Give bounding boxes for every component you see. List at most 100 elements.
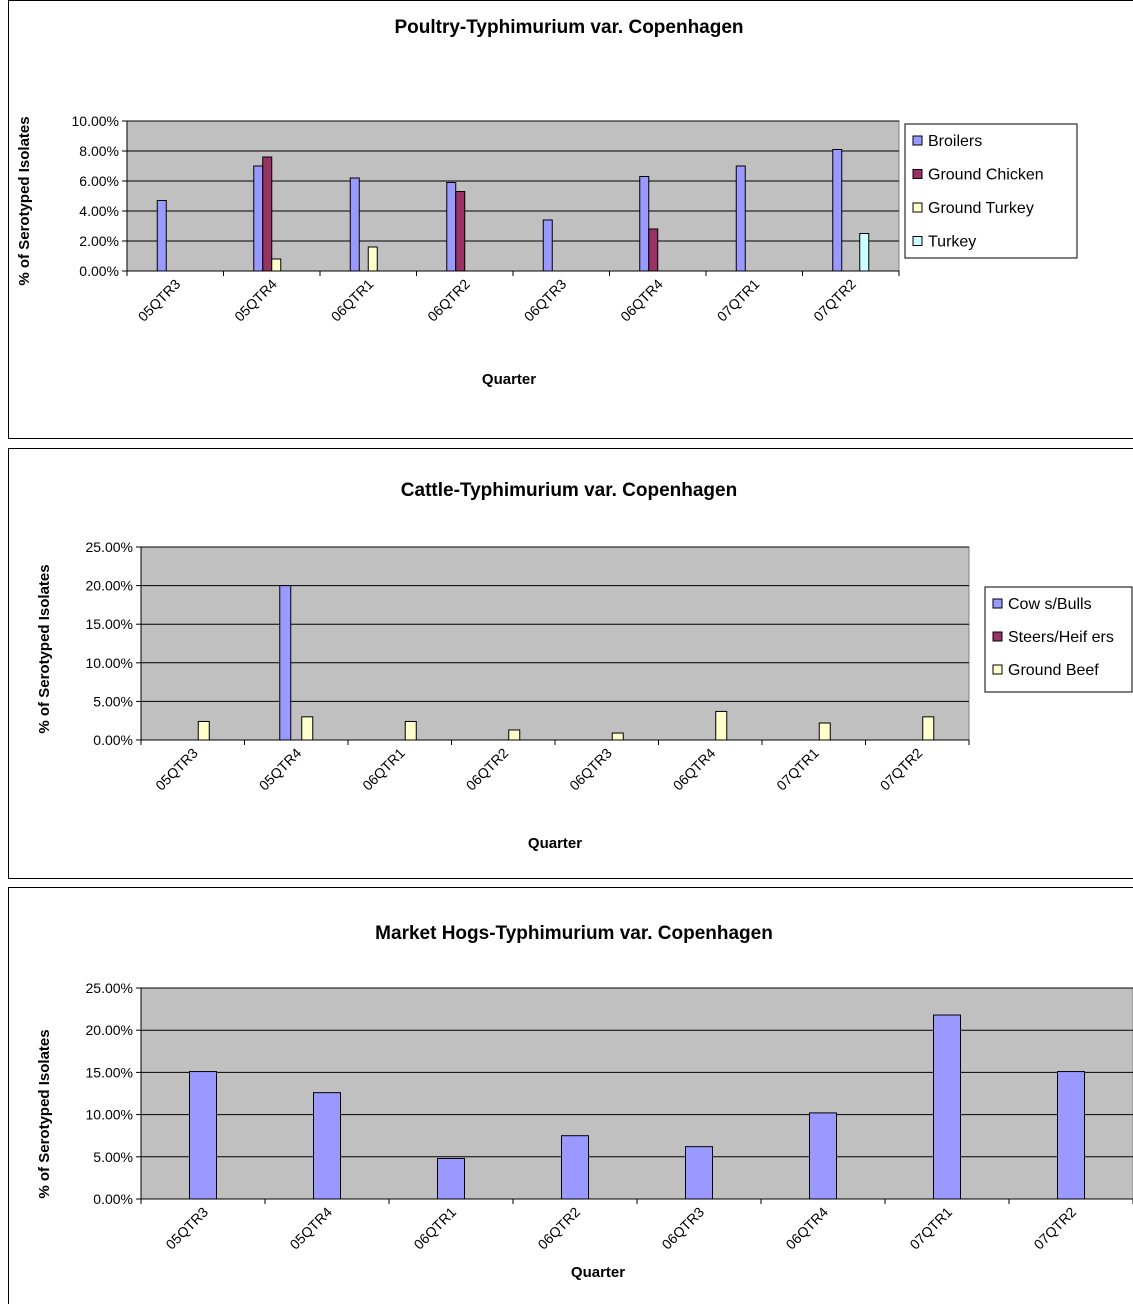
bar [922, 716, 935, 741]
legend [904, 123, 1078, 259]
bar [715, 710, 728, 741]
y-tick-label: 10.00% [86, 1107, 133, 1123]
x-tick-label: 07QTR1 [714, 276, 763, 325]
bar [561, 1135, 589, 1200]
x-tick-label: 06QTR4 [782, 1204, 831, 1253]
y-tick-label: 5.00% [93, 1149, 133, 1165]
bar [197, 720, 210, 741]
bar [809, 1112, 837, 1200]
y-tick-label: 15.00% [86, 616, 133, 632]
x-tick-label: 06QTR4 [617, 276, 666, 325]
legend-swatch [912, 236, 923, 246]
x-tick-label: 06QTR2 [424, 276, 473, 325]
bar [1057, 1071, 1085, 1200]
legend-label: Broilers [928, 133, 982, 150]
bar [253, 165, 264, 272]
x-tick-label: 07QTR2 [810, 276, 859, 325]
y-tick-label: 25.00% [86, 539, 133, 555]
x-axis-title: Quarter [528, 835, 582, 852]
bar [279, 585, 292, 741]
x-tick-label: 06QTR2 [534, 1204, 583, 1253]
x-tick-label: 07QTR1 [906, 1204, 955, 1253]
legend-label: Ground Beef [1008, 662, 1099, 679]
bar [437, 1157, 465, 1200]
x-tick-label: 07QTR1 [773, 745, 822, 794]
y-tick-label: 25.00% [86, 980, 133, 996]
x-tick-label: 05QTR4 [256, 745, 305, 794]
legend-swatch [912, 202, 923, 213]
bar [508, 729, 521, 741]
bar [189, 1071, 217, 1200]
bar [404, 720, 417, 741]
legend-swatch [992, 664, 1003, 675]
y-tick-label: 10.00% [72, 113, 119, 129]
poultry-chart: Poultry-Typhimurium var. Copenhagen % of… [16, 17, 1078, 388]
market-hogs-chart-panel: Market Hogs-Typhimurium var. Copenhagen … [8, 887, 1133, 1304]
bar [639, 176, 650, 272]
legend-label: Turkey [928, 234, 976, 251]
bar [455, 191, 466, 272]
bar [735, 165, 746, 272]
x-tick-label: 07QTR2 [877, 745, 926, 794]
bar [271, 258, 282, 272]
y-axis-title: % of Serotyped Isolates [36, 564, 53, 733]
y-tick-label: 10.00% [86, 655, 133, 671]
bar [832, 149, 843, 272]
bar [859, 233, 870, 272]
legend-swatch [912, 135, 923, 146]
cattle-chart: Cattle-Typhimurium var. Copenhagen % of … [36, 480, 1133, 852]
x-tick-label: 06QTR3 [566, 745, 615, 794]
y-axis-title: % of Serotyped Isolates [16, 116, 33, 285]
bar [611, 732, 624, 741]
x-tick-label: 06QTR3 [658, 1204, 707, 1253]
bar [313, 1092, 341, 1200]
y-tick-label: 0.00% [93, 732, 133, 748]
y-tick-label: 15.00% [86, 1064, 133, 1080]
y-tick-label: 0.00% [79, 263, 119, 279]
y-tick-label: 20.00% [86, 578, 133, 594]
x-axis-title: Quarter [571, 1264, 625, 1281]
bar [933, 1014, 961, 1200]
x-tick-label: 06QTR1 [359, 745, 408, 794]
x-tick-label: 07QTR2 [1030, 1204, 1079, 1253]
bar [648, 228, 659, 272]
cattle-chart-panel: Cattle-Typhimurium var. Copenhagen % of … [8, 448, 1133, 879]
legend-label: Ground Chicken [928, 167, 1044, 184]
plot-area [140, 546, 970, 741]
bar [685, 1146, 713, 1200]
chart-title: Poultry-Typhimurium var. Copenhagen [394, 17, 743, 38]
y-tick-label: 2.00% [79, 233, 119, 249]
bar [367, 246, 378, 272]
legend-label: Steers/Heif ers [1008, 629, 1114, 646]
x-tick-label: 05QTR3 [162, 1204, 211, 1253]
x-tick-label: 05QTR4 [231, 276, 280, 325]
x-tick-label: 06QTR3 [521, 276, 570, 325]
y-tick-label: 0.00% [93, 1191, 133, 1207]
x-tick-label: 05QTR3 [152, 745, 201, 794]
bar [262, 156, 273, 272]
market-hogs-chart: Market Hogs-Typhimurium var. Copenhagen … [36, 923, 1133, 1281]
bar [446, 182, 457, 272]
bar [542, 219, 553, 272]
x-tick-label: 06QTR1 [410, 1204, 459, 1253]
legend-label: Cow s/Bulls [1008, 596, 1092, 613]
x-tick-label: 06QTR1 [328, 276, 377, 325]
y-tick-label: 8.00% [79, 143, 119, 159]
x-tick-label: 06QTR4 [670, 745, 719, 794]
plot-area [140, 987, 1133, 1200]
legend-label: Ground Turkey [928, 200, 1034, 217]
bar [818, 722, 831, 741]
x-tick-label: 06QTR2 [463, 745, 512, 794]
y-axis-title: % of Serotyped Isolates [36, 1029, 53, 1198]
legend-swatch [912, 169, 923, 179]
y-tick-label: 4.00% [79, 203, 119, 219]
bar [349, 177, 360, 272]
poultry-chart-panel: Poultry-Typhimurium var. Copenhagen % of… [8, 0, 1133, 439]
bar [301, 716, 314, 741]
y-tick-label: 20.00% [86, 1022, 133, 1038]
y-tick-label: 5.00% [93, 693, 133, 709]
bar [156, 200, 167, 272]
legend-swatch [992, 598, 1003, 609]
x-axis-title: Quarter [482, 371, 536, 388]
plot-area [126, 120, 900, 272]
